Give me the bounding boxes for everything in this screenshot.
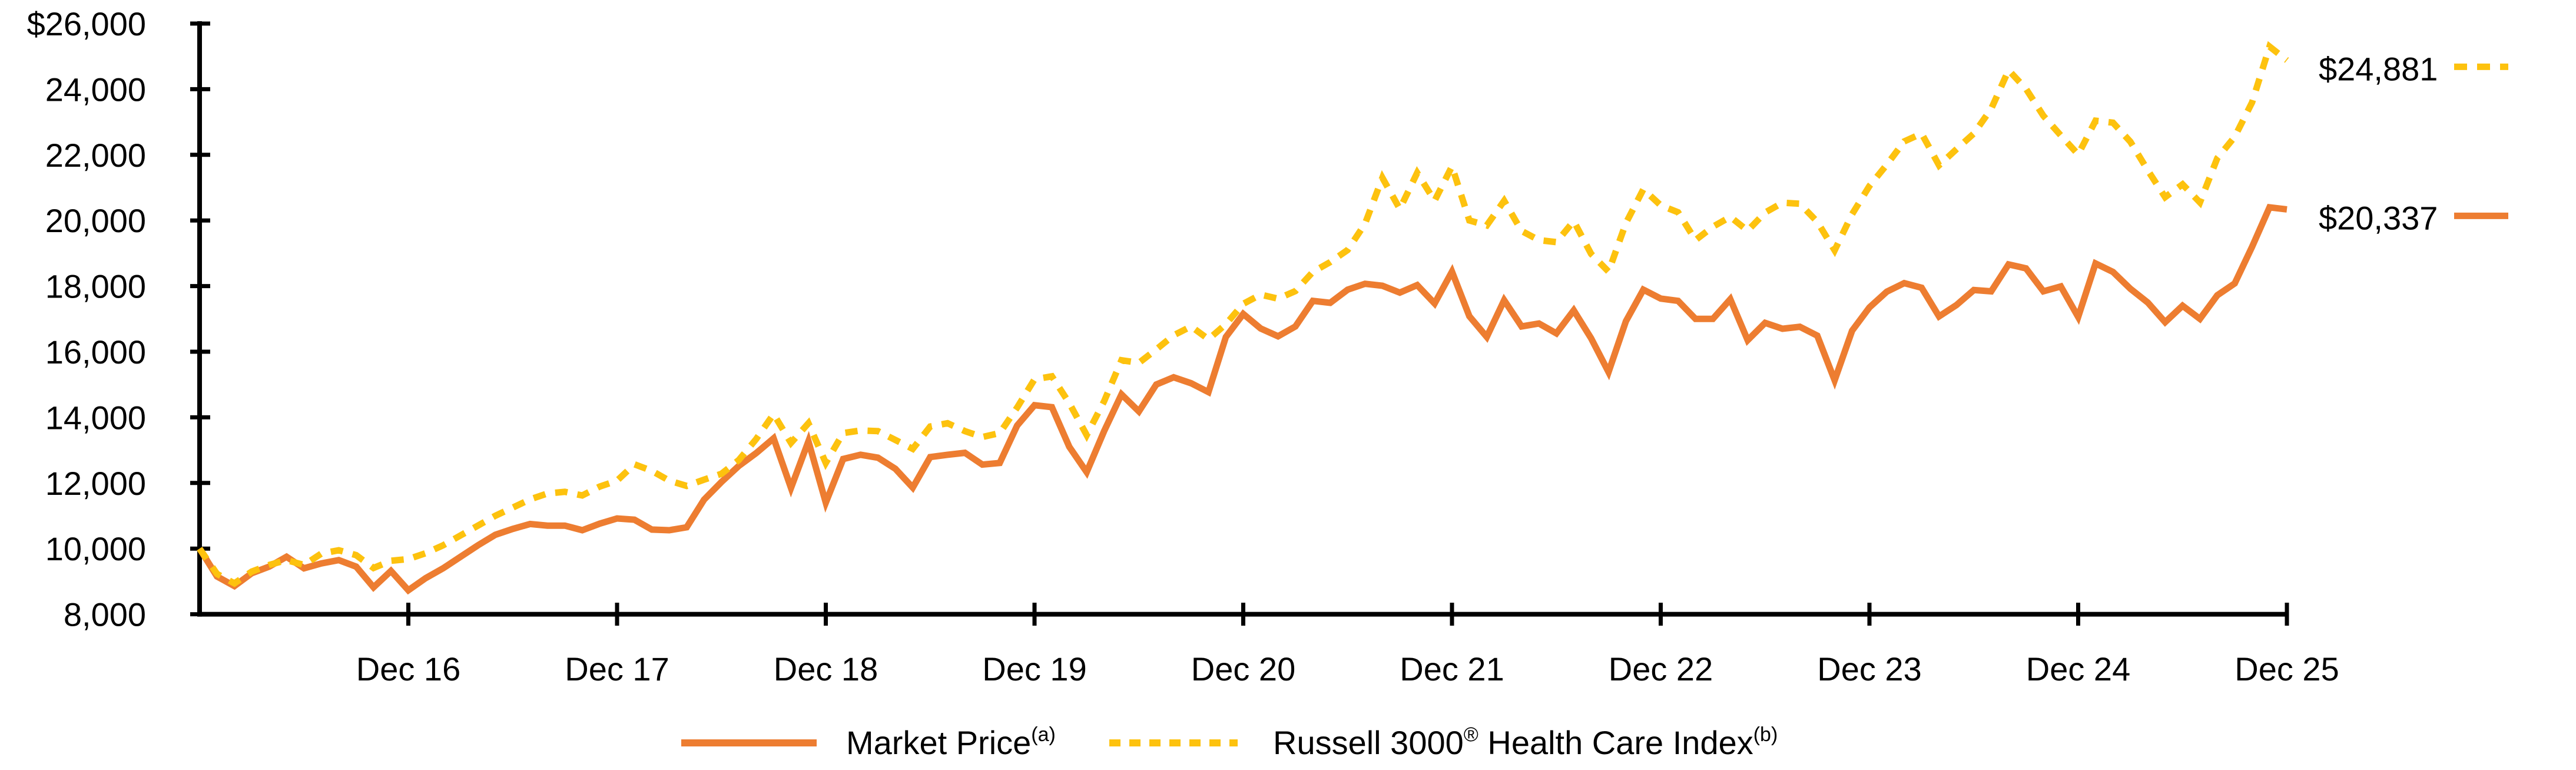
end-label-russell-3000-health-care-index: $24,881 (2319, 50, 2508, 87)
legend-label: Market Price(a) (846, 723, 1056, 761)
x-axis-tick-label: Dec 21 (1400, 650, 1504, 688)
end-label-market-price: $20,337 (2319, 199, 2508, 236)
y-axis-tick-label: 16,000 (45, 333, 146, 371)
x-axis-tick-label: Dec 20 (1191, 650, 1295, 688)
legend-item: Market Price(a) (681, 723, 1056, 761)
y-axis-tick-label: 24,000 (45, 71, 146, 108)
y-axis-tick-label: 22,000 (45, 137, 146, 174)
x-axis-tick-labels: Dec 16 Dec 17 Dec 18 Dec 19 Dec 20 Dec 21 Dec … (356, 650, 2339, 688)
y-axis-tick-label: 20,000 (45, 202, 146, 239)
series-market-price-line (197, 203, 2287, 595)
legend-label: Russell 3000® Health Care Index(b) (1273, 723, 1778, 761)
x-axis-tick-label: Dec 18 (774, 650, 878, 688)
y-axis-tick-label: 18,000 (45, 268, 146, 305)
y-axis-tick-label: 14,000 (45, 399, 146, 436)
y-axis-tick-labels: $26,000 24,000 22,000 20,000 18,000 16,000 14,… (27, 5, 146, 633)
legend-item: Russell 3000® Health Care Index(b) (1109, 723, 1778, 761)
y-axis-ticks (190, 21, 210, 617)
x-axis-tick-label: Dec 23 (1817, 650, 1921, 688)
x-axis-ticks (406, 603, 2289, 626)
x-axis-tick-label: Dec 25 (2234, 650, 2339, 688)
end-value-label: $20,337 (2319, 199, 2438, 236)
series-russell-3000-health-care-index-line (197, 41, 2289, 587)
x-axis-tick-label: Dec 19 (982, 650, 1086, 688)
legend: Market Price(a) Russell 3000® Health Care… (681, 723, 1778, 761)
y-axis-tick-label: $26,000 (27, 5, 146, 42)
x-axis-tick-label: Dec 22 (1609, 650, 1713, 688)
end-value-label: $24,881 (2319, 50, 2438, 87)
plot-area: $26,000 24,000 22,000 20,000 18,000 16,000 14,… (27, 5, 2508, 761)
y-axis-tick-label: 10,000 (45, 530, 146, 567)
y-axis-tick-label: 12,000 (45, 465, 146, 502)
y-axis-tick-label: 8,000 (64, 596, 146, 633)
x-axis-tick-label: Dec 24 (2026, 650, 2130, 688)
x-axis-tick-label: Dec 17 (565, 650, 669, 688)
x-axis-tick-label: Dec 16 (356, 650, 460, 688)
